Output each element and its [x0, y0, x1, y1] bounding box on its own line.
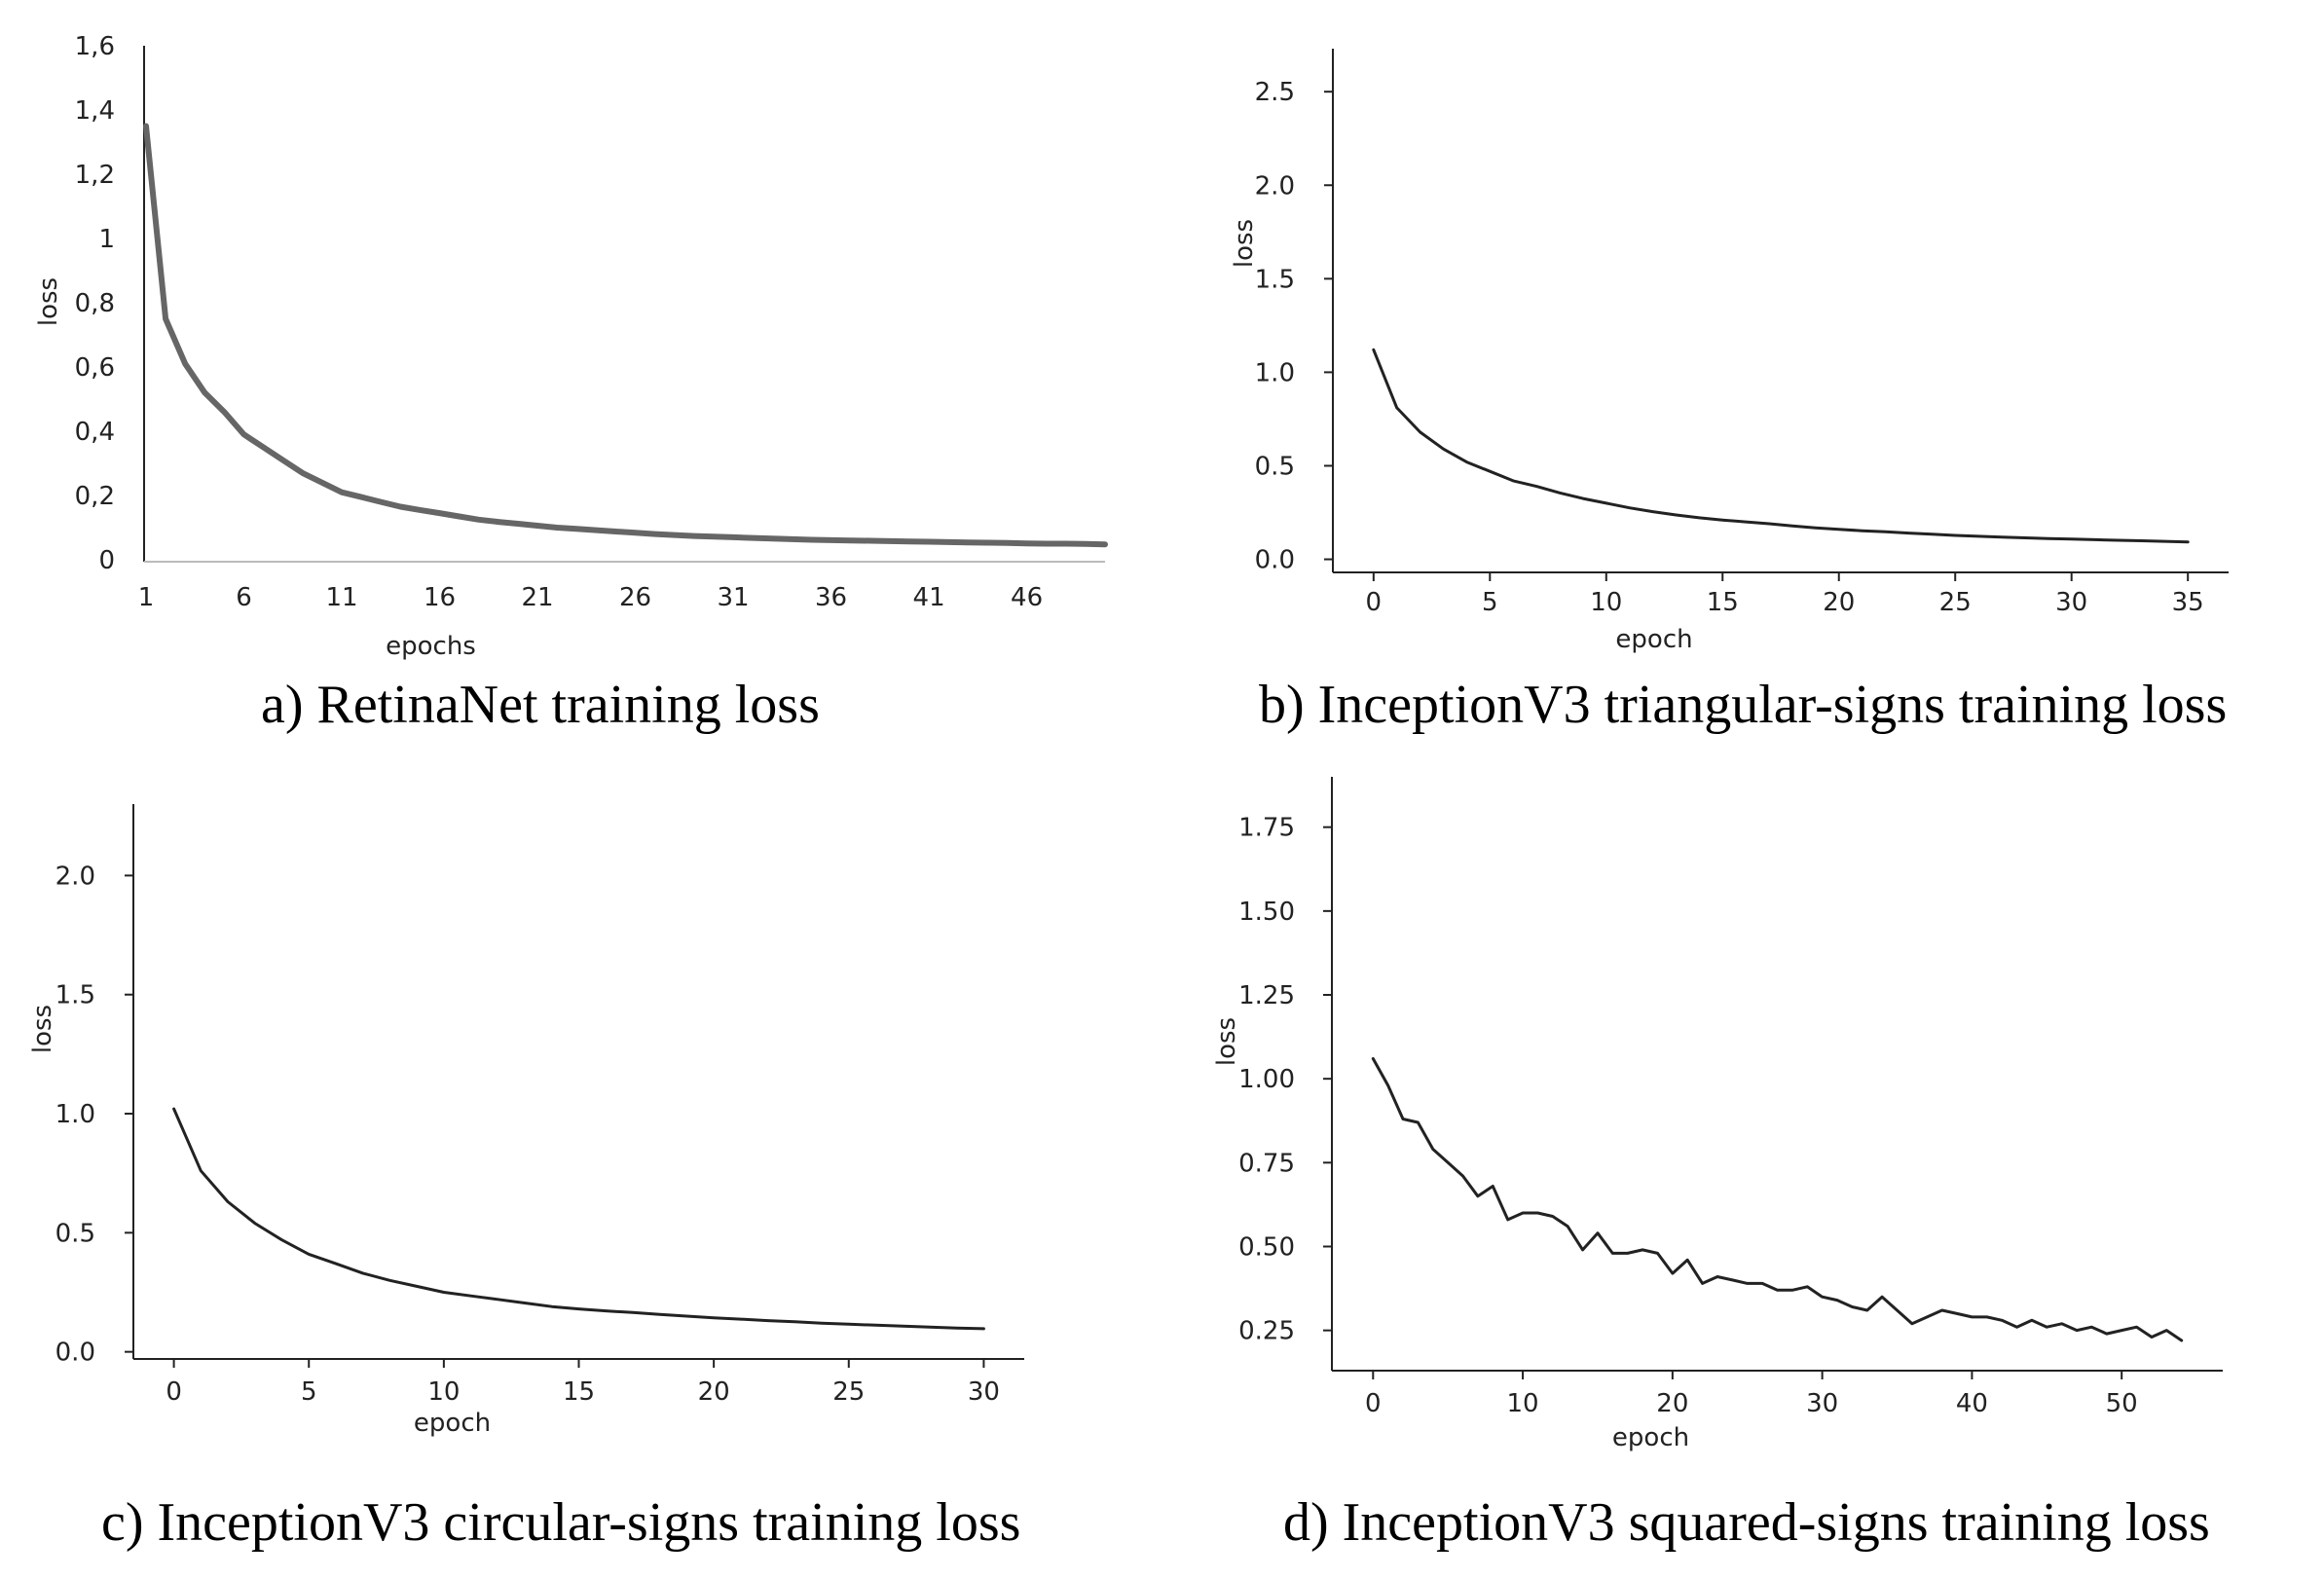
x-axis-label: epoch [1612, 1423, 1689, 1452]
y-tick-label: 1.75 [1238, 814, 1295, 843]
x-tick-label: 1 [138, 583, 155, 612]
y-tick-label: 1.0 [1255, 358, 1295, 387]
caption-b: b) InceptionV3 triangular-signs training… [1259, 675, 2228, 735]
y-tick-label: 1.50 [1238, 898, 1295, 927]
x-tick-label: 50 [2106, 1389, 2138, 1418]
x-tick-label: 31 [718, 583, 750, 612]
y-tick-label: 0,4 [75, 418, 115, 447]
x-tick-label: 35 [2172, 588, 2204, 617]
y-tick-label: 2.5 [1255, 78, 1295, 107]
x-tick-label: 0 [1365, 1389, 1382, 1418]
y-tick-label: 0,6 [75, 353, 115, 383]
y-tick-label: 0.75 [1238, 1149, 1295, 1178]
y-tick-label: 0.0 [55, 1339, 95, 1368]
x-tick-label: 41 [913, 583, 945, 612]
x-tick-label: 25 [832, 1377, 865, 1407]
series-line-loss [1371, 1057, 2184, 1342]
x-tick-label: 26 [619, 583, 651, 612]
y-tick-label: 1.0 [55, 1100, 95, 1129]
y-tick-label: 1,4 [75, 96, 115, 126]
y-tick-label: 1,6 [75, 32, 115, 61]
x-tick-label: 40 [1956, 1389, 1988, 1418]
x-tick-label: 10 [427, 1377, 460, 1407]
x-tick-label: 11 [325, 583, 357, 612]
x-tick-label: 10 [1590, 588, 1622, 617]
x-axis-label: epoch [414, 1409, 491, 1438]
x-tick-label: 0 [1366, 588, 1383, 617]
caption-c: c) InceptionV3 circular-signs training l… [101, 1492, 1021, 1553]
x-axis-label: epoch [1615, 625, 1692, 654]
x-tick-label: 30 [1806, 1389, 1838, 1418]
series-line-loss [1372, 348, 2190, 544]
y-tick-label: 2.0 [1255, 171, 1295, 201]
y-tick-label: 1.5 [1255, 265, 1295, 294]
y-axis-label: loss [28, 1005, 57, 1053]
x-tick-label: 20 [698, 1377, 730, 1407]
caption-d: d) InceptionV3 squared-signs training lo… [1283, 1492, 2210, 1553]
caption-a: a) RetinaNet training loss [261, 675, 820, 735]
x-tick-label: 16 [424, 583, 456, 612]
x-tick-label: 30 [2055, 588, 2087, 617]
x-tick-label: 0 [166, 1377, 182, 1407]
x-tick-label: 20 [1656, 1389, 1688, 1418]
y-tick-label: 1.00 [1238, 1065, 1295, 1094]
x-tick-label: 10 [1507, 1389, 1539, 1418]
series-line-loss [143, 123, 1108, 548]
y-tick-label: 0.25 [1238, 1317, 1295, 1346]
x-tick-label: 46 [1011, 583, 1043, 612]
x-tick-label: 5 [1482, 588, 1498, 617]
y-tick-label: 1 [98, 225, 115, 254]
y-tick-label: 0.50 [1238, 1232, 1295, 1262]
y-tick-label: 0,8 [75, 289, 115, 318]
x-tick-label: 30 [968, 1377, 1000, 1407]
y-tick-label: 0.5 [55, 1219, 95, 1248]
y-tick-label: 1.5 [55, 981, 95, 1010]
y-axis-label: loss [1230, 219, 1259, 268]
x-tick-label: 15 [1707, 588, 1739, 617]
y-tick-label: 2.0 [55, 862, 95, 891]
series-line-loss [172, 1107, 985, 1331]
x-tick-label: 6 [236, 583, 252, 612]
y-tick-label: 0,2 [75, 482, 115, 511]
y-tick-label: 1.25 [1238, 981, 1295, 1010]
x-tick-label: 20 [1823, 588, 1855, 617]
y-tick-label: 1,2 [75, 161, 115, 190]
x-tick-label: 15 [563, 1377, 595, 1407]
y-tick-label: 0.0 [1255, 546, 1295, 575]
x-tick-label: 5 [301, 1377, 317, 1407]
y-tick-label: 0.5 [1255, 452, 1295, 481]
x-tick-label: 21 [521, 583, 553, 612]
y-axis-label: loss [1212, 1017, 1241, 1066]
y-axis-label: loss [34, 277, 63, 326]
x-axis-label: epochs [386, 632, 476, 661]
x-tick-label: 25 [1939, 588, 1972, 617]
y-tick-label: 0 [98, 546, 115, 575]
x-tick-label: 36 [815, 583, 847, 612]
